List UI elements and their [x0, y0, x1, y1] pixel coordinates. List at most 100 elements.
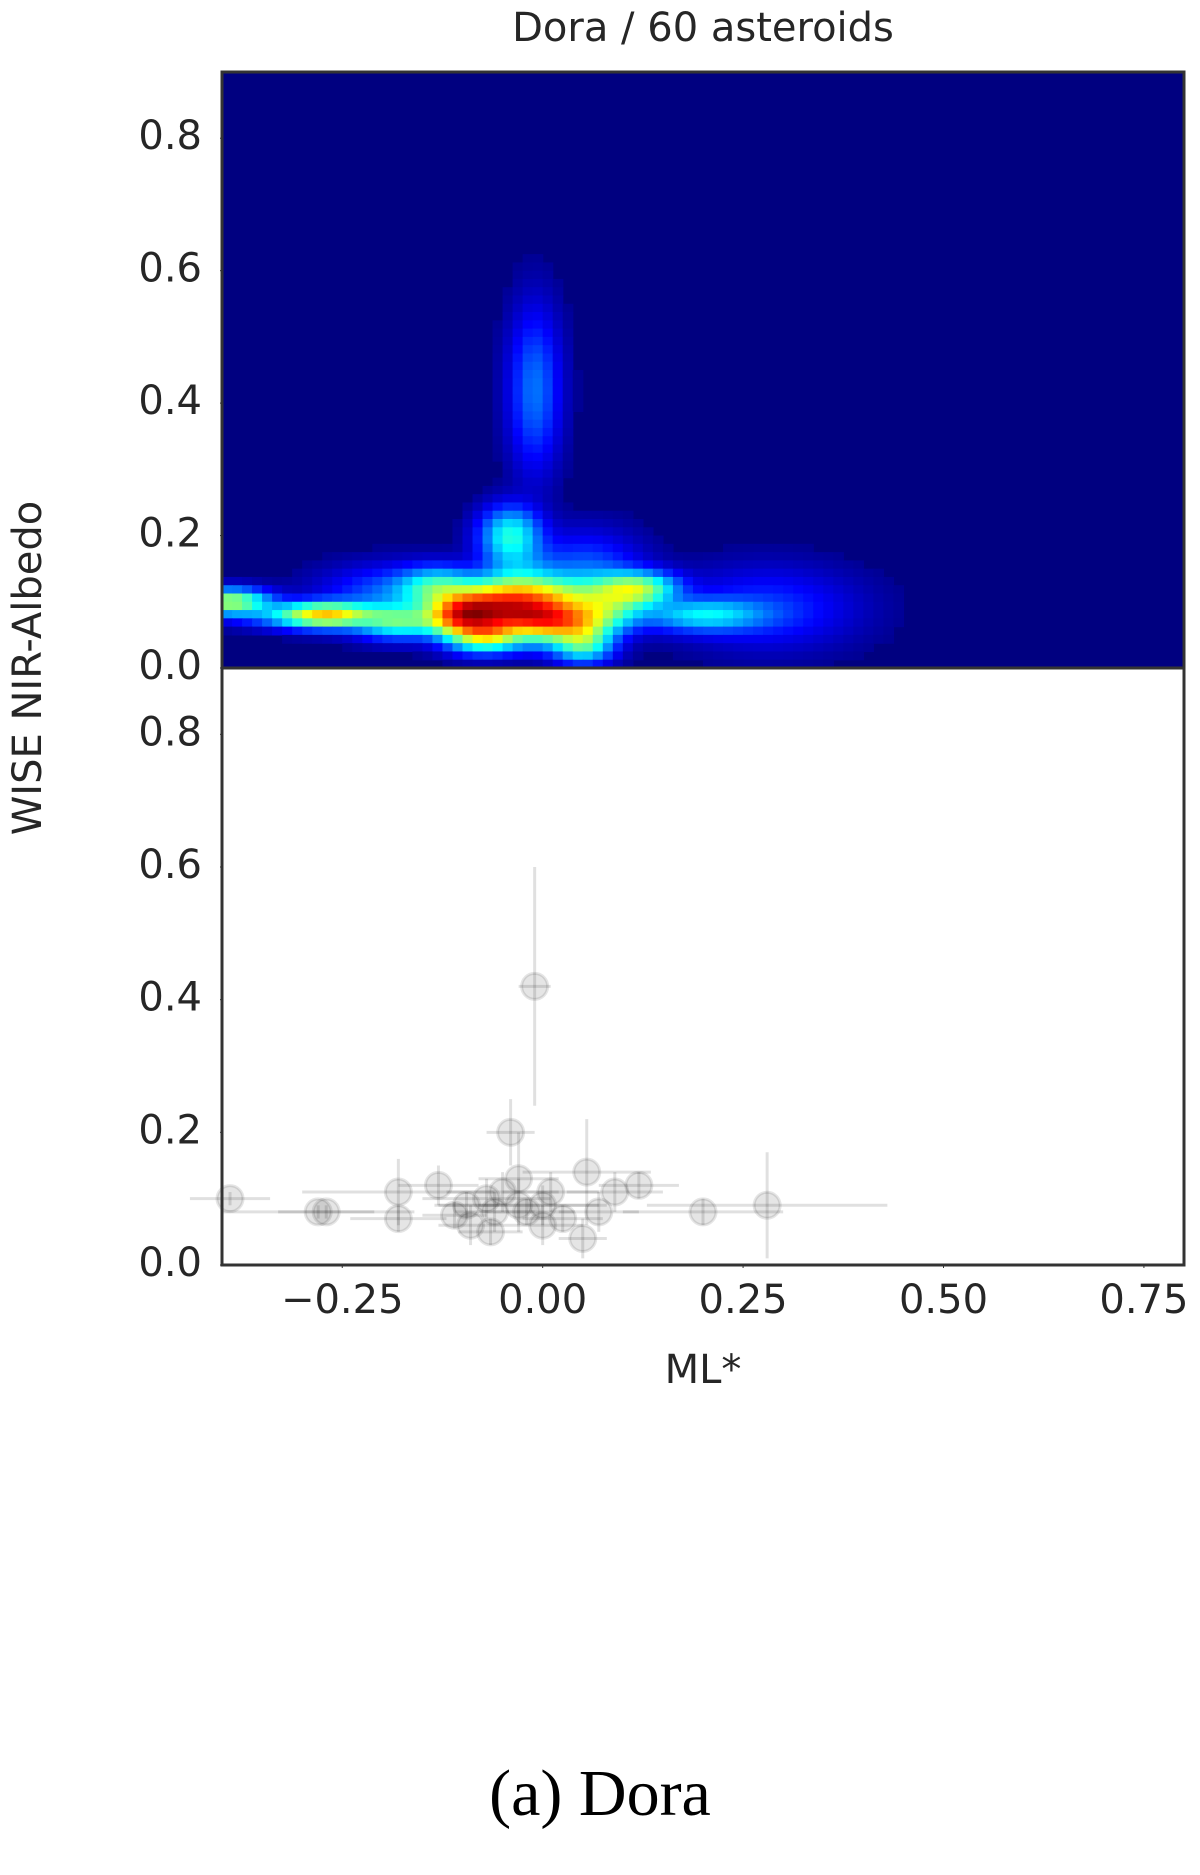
density-cell — [562, 610, 574, 619]
density-cell — [512, 659, 524, 669]
density-cell — [612, 659, 624, 669]
density-cell — [883, 618, 894, 628]
density-cell — [512, 651, 524, 661]
density-cell — [252, 626, 263, 636]
density-cell — [472, 610, 484, 619]
density-cell — [532, 262, 544, 272]
density-cell — [282, 585, 293, 595]
density-cell — [292, 593, 303, 603]
density-cell — [592, 643, 604, 653]
density-cell — [552, 485, 564, 495]
density-cell — [582, 560, 594, 570]
density-cell — [743, 552, 754, 561]
density-cell — [642, 634, 654, 644]
density-cell — [412, 543, 424, 553]
density-cell — [612, 585, 624, 595]
density-cell — [622, 634, 634, 644]
density-cell — [542, 593, 554, 603]
density-cell — [883, 634, 894, 644]
density-cell — [622, 560, 634, 570]
density-cell — [542, 320, 554, 330]
density-cell — [873, 634, 884, 644]
density-cell — [863, 643, 874, 653]
density-cell — [733, 601, 744, 611]
density-cell — [853, 626, 864, 636]
density-cell — [502, 419, 514, 429]
density-cell — [532, 461, 544, 470]
density-cell — [512, 601, 524, 611]
density-cell — [592, 610, 604, 619]
density-cell — [512, 560, 524, 570]
density-cell — [372, 543, 383, 553]
density-cell — [813, 610, 824, 619]
density-cell — [833, 634, 844, 644]
density-cell — [302, 560, 313, 570]
density-cell — [472, 576, 484, 586]
density-cell — [492, 510, 504, 520]
density-cell — [542, 303, 554, 313]
density-cell — [813, 593, 824, 603]
density-cell — [863, 593, 874, 603]
density-cell — [652, 626, 664, 636]
density-cell — [823, 576, 834, 586]
density-cell — [552, 494, 564, 504]
y-tick-label: 0.2 — [138, 1107, 202, 1153]
density-cell — [542, 353, 554, 363]
density-cell — [502, 610, 514, 619]
density-cell — [512, 345, 524, 355]
density-cell — [522, 659, 534, 669]
density-cell — [622, 585, 634, 595]
point — [584, 1197, 614, 1227]
density-cell — [492, 320, 504, 330]
density-cell — [602, 626, 614, 636]
density-cell — [502, 295, 514, 305]
density-cell — [592, 576, 604, 586]
caption: (a) Dora — [489, 1757, 711, 1830]
density-cell — [372, 634, 383, 644]
density-cell — [502, 469, 514, 479]
density-cell — [332, 634, 343, 644]
density-cell — [662, 610, 674, 619]
density-cell — [602, 634, 614, 644]
y-tick-label: 0.4 — [138, 378, 202, 424]
density-cell — [502, 378, 514, 388]
density-cell — [642, 626, 654, 636]
density-cell — [472, 568, 484, 578]
density-cell — [362, 552, 373, 561]
density-cell — [622, 659, 634, 669]
density-cell — [853, 568, 864, 578]
density-cell — [502, 394, 514, 404]
density-cell — [703, 568, 714, 578]
density-cell — [632, 552, 644, 561]
point — [215, 1184, 245, 1214]
density-cell — [302, 593, 313, 603]
density-cell — [843, 601, 854, 611]
density-cell — [522, 469, 534, 479]
density-cell — [492, 411, 504, 421]
density-cell — [482, 568, 494, 578]
density-cell — [863, 568, 874, 578]
density-cell — [763, 568, 774, 578]
density-cell — [512, 502, 524, 512]
density-cell — [502, 527, 514, 537]
density-cell — [572, 585, 584, 595]
density-cell — [482, 494, 494, 504]
density-cell — [713, 610, 724, 619]
density-cell — [542, 427, 554, 437]
density-cell — [873, 585, 884, 595]
density-cell — [672, 610, 684, 619]
density-cell — [582, 568, 594, 578]
density-cell — [763, 643, 774, 653]
density-cell — [743, 568, 754, 578]
density-cell — [642, 601, 654, 611]
density-cell — [833, 576, 844, 586]
density-cell — [562, 552, 574, 561]
density-cell — [282, 618, 293, 628]
point — [504, 1164, 534, 1194]
density-cell — [703, 634, 714, 644]
density-cell — [282, 634, 293, 644]
density-cell — [512, 535, 524, 545]
density-cell — [642, 643, 654, 653]
density-cell — [773, 626, 784, 636]
